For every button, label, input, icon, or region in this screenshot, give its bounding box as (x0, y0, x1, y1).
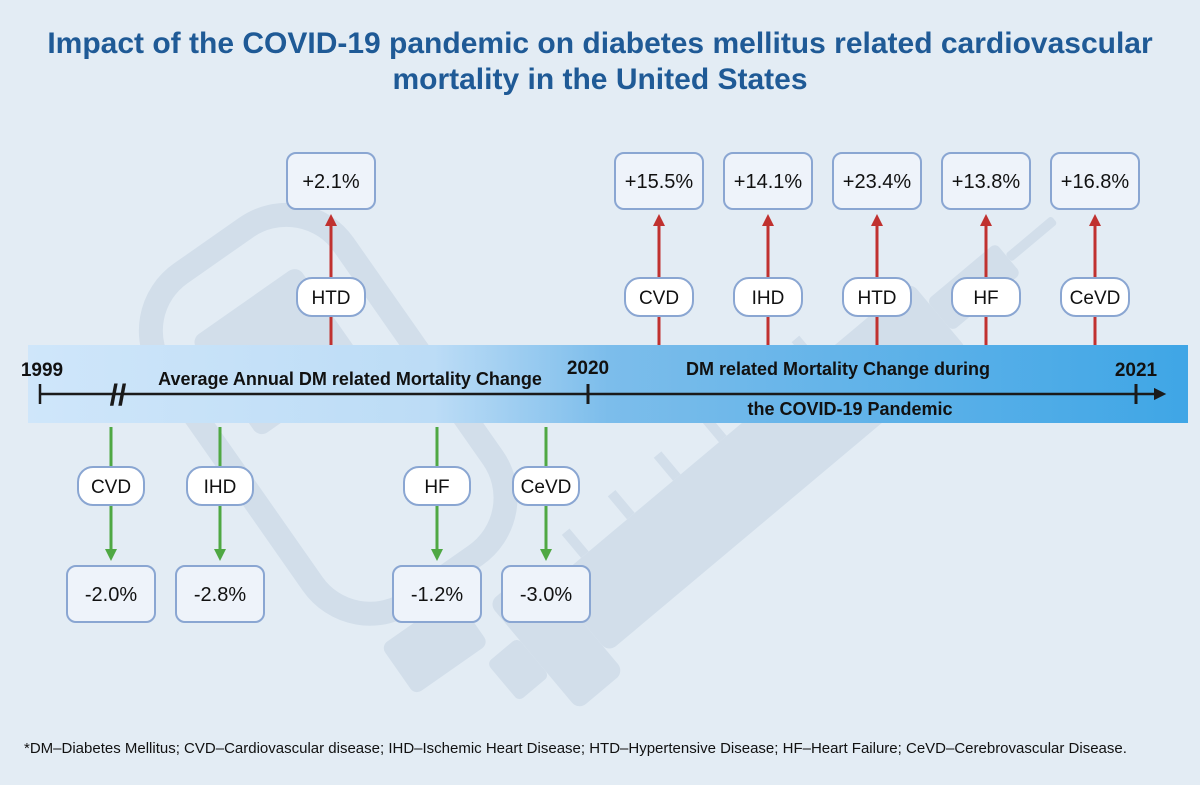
category-pill (296, 277, 366, 317)
category-label: HTD (311, 288, 350, 309)
value-box (723, 152, 813, 210)
value-box (941, 152, 1031, 210)
pandemic-increase-hf: HF +13.8% (941, 152, 1031, 345)
year-2020: 2020 (567, 358, 609, 379)
value-box (175, 565, 265, 623)
page-title-overlay: Impact of the COVID-19 pandemic on diabe… (47, 27, 1153, 96)
value-box (1050, 152, 1140, 210)
category-label: CVD (639, 288, 679, 309)
value-box (392, 565, 482, 623)
category-label: IHD (752, 288, 785, 309)
category-pill (951, 277, 1021, 317)
value-box (832, 152, 922, 210)
pandemic-increase-ihd: IHD +14.1% (723, 152, 813, 345)
pre-decrease-cevd: CeVD -3.0% (501, 427, 591, 623)
category-label: HF (424, 477, 449, 498)
value-label: +14.1% (734, 171, 803, 193)
value-box (614, 152, 704, 210)
category-pill (77, 466, 145, 506)
value-box (501, 565, 591, 623)
break-marker: // (110, 379, 127, 412)
value-label: -2.0% (85, 584, 137, 606)
background-illustration (138, 202, 1057, 707)
pre-decrease-hf: HF -1.2% (392, 427, 482, 623)
year-1999: 1999 (21, 360, 63, 381)
category-pill (842, 277, 912, 317)
category-pill (186, 466, 254, 506)
value-box (286, 152, 376, 210)
value-label: +16.8% (1061, 171, 1130, 193)
value-label: -2.8% (194, 584, 246, 606)
category-label: IHD (204, 477, 237, 498)
year-2021: 2021 (1115, 360, 1158, 381)
category-pill (624, 277, 694, 317)
value-label: -1.2% (411, 584, 463, 606)
category-label: CeVD (521, 477, 572, 498)
value-label: +2.1% (302, 171, 359, 193)
category-pill (733, 277, 803, 317)
pandemic-label-line2: the COVID-19 Pandemic (747, 399, 952, 419)
value-label: +23.4% (843, 171, 912, 193)
category-label: HF (973, 288, 998, 309)
pre-increase-htd: HTD +2.1% (286, 152, 376, 345)
value-label: +13.8% (952, 171, 1021, 193)
pre-decrease-ihd: IHD -2.8% (175, 427, 265, 623)
pandemic-increase-htd: HTD +23.4% (832, 152, 922, 345)
category-label: CeVD (1070, 288, 1121, 309)
footnote: *DM–Diabetes Mellitus; CVD–Cardiovascula… (24, 740, 1127, 757)
pandemic-label-line1: DM related Mortality Change during (686, 359, 990, 379)
pandemic-increase-cevd: CeVD +16.8% (1050, 152, 1140, 345)
category-label: CVD (91, 477, 131, 498)
value-label: +15.5% (625, 171, 694, 193)
pre-pandemic-label: Average Annual DM related Mortality Chan… (158, 369, 542, 389)
value-box (66, 565, 156, 623)
category-label: HTD (857, 288, 896, 309)
pandemic-increase-cvd: CVD +15.5% (614, 152, 704, 345)
category-pill (1060, 277, 1130, 317)
category-pill (512, 466, 580, 506)
pre-decrease-cvd: CVD -2.0% (66, 427, 156, 623)
category-pill (403, 466, 471, 506)
timeline-band (28, 345, 1188, 423)
value-label: -3.0% (520, 584, 572, 606)
